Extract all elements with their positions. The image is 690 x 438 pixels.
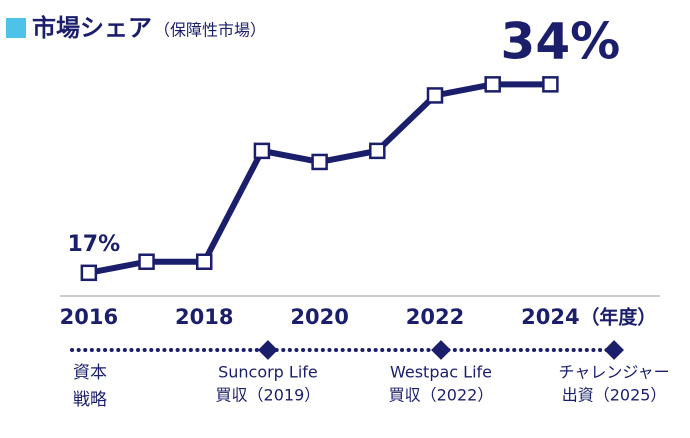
- x-tick-label: 2020: [290, 305, 348, 329]
- timeline-event: 買収（2019）: [216, 386, 321, 405]
- marker: [311, 153, 328, 171]
- marker: [253, 142, 271, 160]
- marker: [138, 253, 155, 270]
- x-tick-label: 2016: [60, 305, 118, 329]
- timeline-event: 買収（2022）: [389, 386, 494, 405]
- marker: [542, 76, 559, 93]
- marker: [195, 253, 213, 270]
- timeline-label: 資本: [73, 363, 107, 383]
- chart-title: 市場シェア: [32, 14, 152, 42]
- value-label: 34%: [501, 13, 621, 71]
- line: [88, 81, 551, 276]
- marker: [484, 76, 501, 93]
- x-tick-label: 2022: [406, 305, 464, 329]
- timeline-event: Westpac Life: [390, 363, 492, 382]
- timeline-diamond: [431, 340, 451, 360]
- timeline-event: Suncorp Life: [218, 363, 318, 382]
- x-tick-label: 2018: [175, 305, 233, 329]
- marker: [80, 264, 98, 282]
- timeline-diamond: [604, 340, 624, 360]
- timeline-event: チャレンジャー: [559, 363, 670, 382]
- x-axis-label: （年度）: [580, 306, 656, 329]
- timeline-event: 出資（2025）: [562, 386, 667, 405]
- timeline-label: 戦略: [73, 390, 107, 410]
- marker: [426, 87, 444, 104]
- timeline-diamond: [258, 340, 278, 360]
- value-label: 17%: [68, 232, 121, 257]
- x-tick-label: 2024: [521, 305, 579, 329]
- marker: [369, 142, 386, 160]
- chart-subtitle: （保障性市場）: [154, 21, 266, 40]
- title-marker: [6, 18, 26, 38]
